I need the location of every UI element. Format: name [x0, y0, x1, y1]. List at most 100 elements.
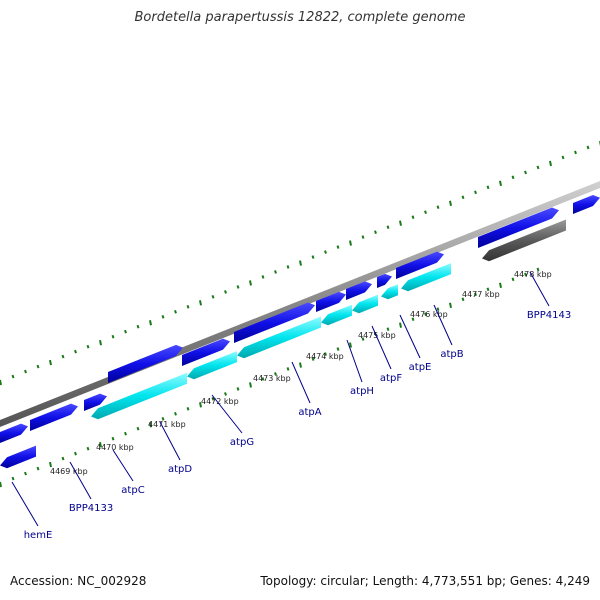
scale-tick-label: 4473 kbp: [253, 374, 291, 383]
gc-tick: [174, 411, 177, 416]
scale-tick-label: 4478 kbp: [514, 270, 552, 279]
forward-gene-arrow-6: [316, 291, 346, 312]
gc-tick: [186, 407, 190, 411]
gene-label-atpe[interactable]: atpE: [409, 362, 432, 373]
gene-label-atpd[interactable]: atpD: [168, 464, 192, 475]
scale-tick-label: 4475 kbp: [358, 331, 396, 340]
reverse-gene-arrow-7: [401, 263, 451, 292]
gc-tick: [86, 344, 90, 349]
gc-skew-track-upper: [0, 141, 600, 386]
gc-tick: [349, 240, 352, 246]
gc-tick: [511, 277, 515, 282]
label-leader-line: [291, 361, 311, 404]
scale-tick-label: 4477 kbp: [462, 290, 500, 299]
gene-label-atpf[interactable]: atpF: [380, 373, 402, 384]
gc-tick: [511, 175, 515, 180]
gc-tick: [224, 392, 227, 396]
gc-tick: [449, 302, 452, 308]
gene-label-bpp4133[interactable]: BPP4133: [69, 503, 113, 514]
gc-tick: [24, 471, 27, 476]
gc-tick: [499, 180, 502, 187]
gc-tick: [274, 270, 277, 274]
forward-gene-arrow-11: [573, 195, 600, 214]
gc-tick: [11, 476, 15, 481]
gc-tick: [86, 446, 90, 451]
gc-tick: [474, 292, 477, 297]
forward-gene-arrow-2: [84, 393, 107, 411]
forward-gene-arrow-9: [396, 251, 444, 279]
gc-tick: [324, 352, 327, 356]
gc-tick: [161, 416, 165, 421]
reverse-gene-arrow-8: [482, 219, 566, 262]
reverse-gene-arrow-3: [237, 316, 321, 359]
gc-tick: [474, 190, 477, 195]
gc-tick: [574, 150, 577, 155]
gc-tick: [461, 195, 465, 200]
gc-tick: [286, 367, 290, 371]
gc-tick: [111, 334, 115, 339]
forward-gene-arrow-7: [346, 281, 372, 300]
gc-tick: [124, 431, 127, 436]
gc-tick: [161, 314, 165, 319]
gc-tick: [11, 374, 15, 379]
gc-tick: [549, 160, 552, 167]
topology-summary-text: Topology: circular; Length: 4,773,551 bp…: [260, 574, 590, 588]
gc-tick: [411, 317, 415, 322]
gc-tick: [536, 267, 540, 272]
gc-tick: [99, 441, 102, 448]
gc-tick: [249, 382, 252, 388]
gc-tick: [74, 349, 77, 354]
scale-tick-label: 4470 kbp: [96, 443, 134, 452]
scale-ticks: 4469 kbp 4470 kbp 4471 kbp 4472 kbp 4473 kbp…: [50, 270, 552, 476]
gc-tick: [174, 309, 177, 314]
forward-gene-arrow-10: [478, 207, 559, 248]
scale-tick-label: 4469 kbp: [50, 467, 88, 476]
gc-tick: [386, 225, 390, 229]
gc-tick: [386, 327, 390, 331]
label-leader-line: [399, 314, 421, 359]
gc-tick: [24, 369, 27, 374]
gc-tick: [436, 205, 440, 210]
gc-tick: [361, 337, 365, 341]
gc-tick: [399, 322, 402, 328]
gene-label-atpc[interactable]: atpC: [121, 485, 144, 496]
gc-tick: [336, 245, 340, 249]
label-leader-line: [346, 339, 363, 383]
label-leader-line: [11, 481, 39, 527]
gc-tick: [361, 235, 365, 239]
reverse-gene-arrow-6: [381, 284, 398, 300]
gene-label-atpb[interactable]: atpB: [440, 349, 463, 360]
gene-label-heme[interactable]: hemE: [24, 530, 53, 541]
scale-tick-label: 4471 kbp: [148, 420, 186, 429]
gene-label-atph[interactable]: atpH: [350, 386, 374, 397]
scale-tick-label: 4474 kbp: [306, 352, 344, 361]
gc-tick: [199, 402, 202, 408]
gc-tick: [36, 466, 40, 471]
label-leader-line: [371, 325, 392, 370]
gene-label-bpp4143[interactable]: BPP4143: [527, 310, 571, 321]
gc-tick: [411, 215, 415, 220]
gc-tick: [561, 155, 565, 160]
genome-backbone: [0, 181, 600, 427]
gc-tick: [299, 260, 302, 266]
gc-tick: [61, 354, 65, 359]
gene-label-atpg[interactable]: atpG: [230, 437, 254, 448]
forward-gene-arrow-1: [30, 403, 78, 431]
gc-tick: [49, 359, 52, 366]
gc-tick: [349, 342, 352, 348]
gc-tick: [374, 230, 377, 234]
gc-tick: [136, 426, 140, 431]
gene-label-atpa[interactable]: atpA: [298, 407, 321, 418]
gc-tick: [311, 255, 315, 259]
gc-tick: [336, 347, 340, 351]
gc-tick: [149, 422, 152, 428]
reverse-gene-arrow-4: [321, 304, 352, 326]
scale-tick-label: 4472 kbp: [201, 397, 239, 406]
gc-tick: [136, 324, 140, 329]
gc-tick: [586, 145, 590, 150]
reverse-gene-arrow-5: [352, 294, 378, 314]
gc-tick: [124, 329, 127, 334]
forward-gene-arrow-8: [377, 273, 392, 288]
gc-tick: [186, 305, 190, 309]
gc-tick: [61, 456, 65, 461]
